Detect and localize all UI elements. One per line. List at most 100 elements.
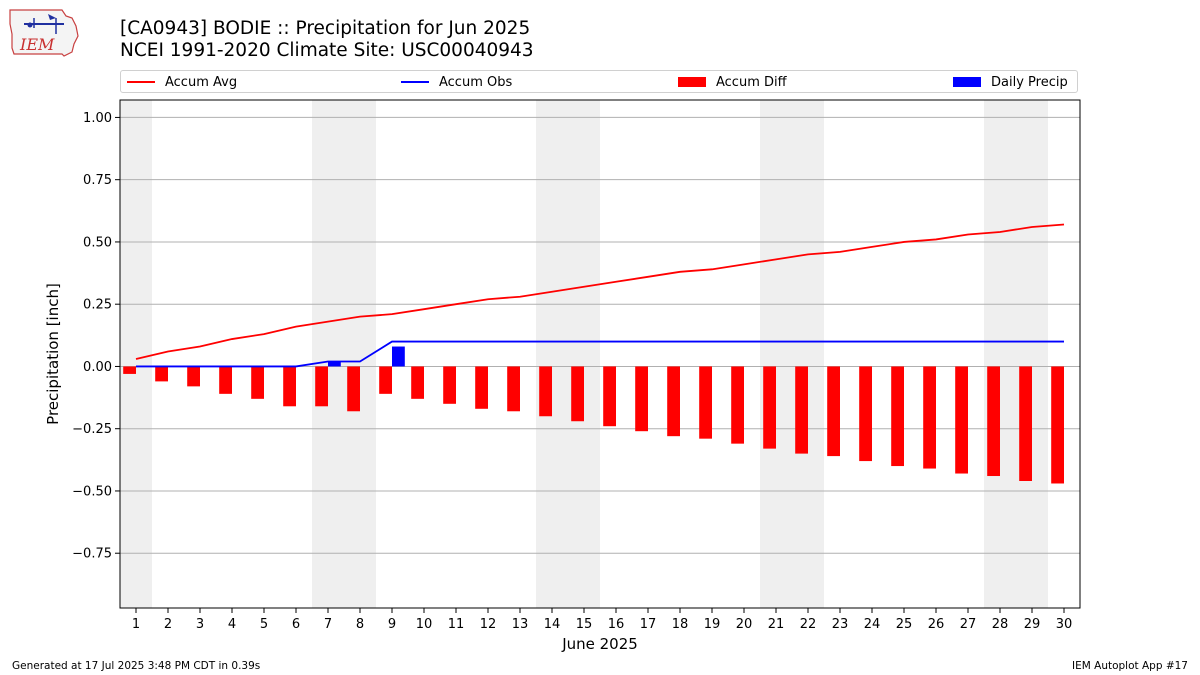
weekend-shade-4 (760, 100, 824, 608)
x-tick-label-18: 18 (672, 617, 689, 632)
accum-diff-bar-27 (955, 366, 968, 474)
accum-diff-bar-9 (379, 366, 392, 394)
x-tick-label-14: 14 (544, 617, 561, 632)
legend-label-daily-precip: Daily Precip (991, 74, 1068, 90)
legend-label-accum-obs: Accum Obs (439, 74, 513, 90)
legend-item-accum-obs: Accum Obs (401, 74, 512, 90)
legend-swatch-accum-avg (127, 81, 155, 83)
x-tick-label-21: 21 (768, 617, 785, 632)
x-tick-label-17: 17 (640, 617, 657, 632)
legend-label-accum-diff: Accum Diff (716, 74, 787, 90)
accum-diff-bar-2 (155, 366, 168, 382)
weekend-shade-5 (984, 100, 1048, 608)
accum-diff-bar-7 (315, 366, 328, 407)
accum-diff-bar-8 (347, 366, 360, 412)
generated-timestamp: Generated at 17 Jul 2025 3:48 PM CDT in … (12, 660, 261, 672)
accum-diff-bar-12 (475, 366, 488, 409)
accum-avg-line (135, 223, 1065, 360)
weekend-shade-2 (312, 100, 376, 608)
legend-swatch-accum-diff (678, 77, 706, 87)
y-tick-label-0: 1.00 (83, 111, 112, 126)
legend: Accum Avg Accum Obs Accum Diff Daily Pre… (120, 70, 1078, 93)
accum-diff-bar-29 (1019, 366, 1032, 481)
weekend-shade-3 (536, 100, 600, 608)
accum-diff-bar-14 (539, 366, 552, 417)
accum-diff-bar-11 (443, 366, 456, 404)
x-tick-label-29: 29 (1024, 617, 1041, 632)
x-tick-label-30: 30 (1056, 617, 1073, 632)
x-tick-label-20: 20 (736, 617, 753, 632)
y-tick-label-1: 0.75 (83, 173, 112, 188)
x-tick-label-9: 9 (388, 617, 396, 632)
x-tick-label-22: 22 (800, 617, 817, 632)
x-tick-label-28: 28 (992, 617, 1009, 632)
x-tick-label-27: 27 (960, 617, 977, 632)
accum-diff-bar-13 (507, 366, 520, 412)
x-tick-label-25: 25 (896, 617, 913, 632)
accum-diff-bar-10 (411, 366, 424, 399)
chart-subtitle: NCEI 1991-2020 Climate Site: USC00040943 (120, 40, 534, 61)
x-tick-label-13: 13 (512, 617, 529, 632)
x-tick-label-26: 26 (928, 617, 945, 632)
accum-diff-bar-23 (827, 366, 840, 457)
autoplot-app-label: IEM Autoplot App #17 (1072, 660, 1188, 672)
y-tick-label-3: 0.25 (83, 298, 112, 313)
x-tick-label-19: 19 (704, 617, 721, 632)
legend-item-accum-diff: Accum Diff (678, 74, 787, 90)
y-axis-label: Precipitation [inch] (44, 283, 62, 425)
accum-diff-bar-21 (763, 366, 776, 449)
x-tick-label-5: 5 (260, 617, 268, 632)
accum-diff-bar-24 (859, 366, 872, 462)
x-tick-label-6: 6 (292, 617, 300, 632)
x-tick-label-12: 12 (480, 617, 497, 632)
x-tick-label-16: 16 (608, 617, 625, 632)
accum-diff-bar-1 (123, 366, 136, 374)
accum-obs-line (136, 340, 1064, 368)
weekend-shade-1 (120, 100, 152, 608)
legend-swatch-accum-obs (401, 81, 429, 83)
accum-diff-bar-15 (571, 366, 584, 422)
accum-diff-bar-22 (795, 366, 808, 454)
accum-diff-bar-4 (219, 366, 232, 394)
accum-diff-bar-5 (251, 366, 264, 399)
x-tick-label-2: 2 (164, 617, 172, 632)
y-tick-label-2: 0.50 (83, 235, 112, 250)
logo-text: IEM (19, 35, 55, 54)
iem-logo-graphic: IEM (9, 9, 79, 57)
x-tick-label-10: 10 (416, 617, 433, 632)
accum-diff-bar-26 (923, 366, 936, 469)
accum-diff-bar-18 (667, 366, 680, 437)
legend-item-daily-precip: Daily Precip (953, 74, 1068, 90)
plot-frame (119, 99, 1081, 609)
accum-diff-bar-3 (187, 366, 200, 387)
accum-diff-bar-25 (891, 366, 904, 467)
x-tick-label-4: 4 (228, 617, 236, 632)
legend-label-accum-avg: Accum Avg (165, 74, 238, 90)
x-tick-label-15: 15 (576, 617, 593, 632)
x-tick-label-11: 11 (448, 617, 465, 632)
chart-title: [CA0943] BODIE :: Precipitation for Jun … (120, 18, 531, 39)
accum-diff-bar-16 (603, 366, 616, 427)
accum-diff-bar-6 (283, 366, 296, 407)
y-tick-label-4: 0.00 (83, 360, 112, 375)
iem-logo: IEM (6, 4, 82, 60)
x-tick-label-7: 7 (324, 617, 332, 632)
y-tick-label-7: −0.75 (72, 547, 112, 562)
x-tick-label-1: 1 (132, 617, 140, 632)
daily-precip-bar-7 (328, 361, 341, 367)
daily-precip-bar-9 (392, 346, 405, 367)
accum-diff-bar-17 (635, 366, 648, 432)
accum-diff-bar-28 (987, 366, 1000, 477)
x-tick-label-24: 24 (864, 617, 881, 632)
x-axis-label: June 2025 (561, 635, 638, 653)
legend-item-accum-avg: Accum Avg (127, 74, 237, 90)
legend-swatch-daily-precip (953, 77, 981, 87)
x-tick-label-8: 8 (356, 617, 364, 632)
accum-diff-bar-20 (731, 366, 744, 444)
x-tick-label-3: 3 (196, 617, 204, 632)
y-tick-label-6: −0.50 (72, 484, 112, 499)
accum-diff-bar-30 (1051, 366, 1064, 484)
accum-diff-bar-19 (699, 366, 712, 439)
x-tick-label-23: 23 (832, 617, 849, 632)
